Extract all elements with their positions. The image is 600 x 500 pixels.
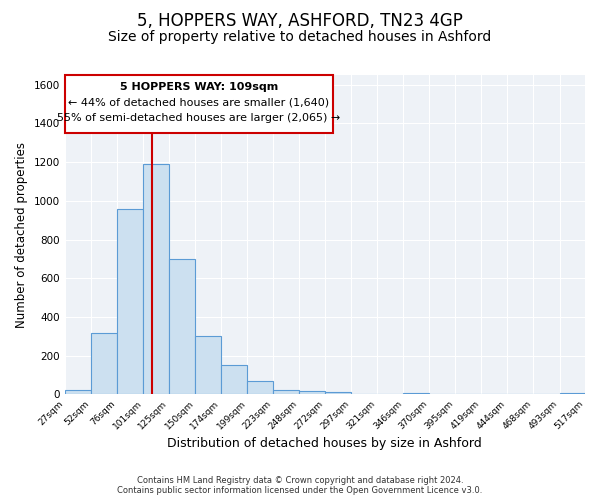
Bar — [169, 259, 195, 394]
Y-axis label: Number of detached properties: Number of detached properties — [15, 142, 28, 328]
Bar — [117, 208, 143, 394]
FancyBboxPatch shape — [65, 75, 334, 133]
Bar — [65, 390, 91, 394]
Bar — [221, 366, 247, 394]
Text: Contains HM Land Registry data © Crown copyright and database right 2024.: Contains HM Land Registry data © Crown c… — [137, 476, 463, 485]
Bar — [143, 164, 169, 394]
Text: ← 44% of detached houses are smaller (1,640): ← 44% of detached houses are smaller (1,… — [68, 97, 329, 107]
Bar — [299, 390, 325, 394]
Text: Contains public sector information licensed under the Open Government Licence v3: Contains public sector information licen… — [118, 486, 482, 495]
Bar — [273, 390, 299, 394]
Bar — [325, 392, 352, 394]
Bar — [403, 392, 429, 394]
Text: 5 HOPPERS WAY: 109sqm: 5 HOPPERS WAY: 109sqm — [120, 82, 278, 92]
Text: 5, HOPPERS WAY, ASHFORD, TN23 4GP: 5, HOPPERS WAY, ASHFORD, TN23 4GP — [137, 12, 463, 30]
Text: Size of property relative to detached houses in Ashford: Size of property relative to detached ho… — [109, 30, 491, 44]
Bar — [91, 332, 117, 394]
Bar — [247, 381, 273, 394]
Bar — [560, 392, 585, 394]
Bar — [195, 336, 221, 394]
X-axis label: Distribution of detached houses by size in Ashford: Distribution of detached houses by size … — [167, 437, 482, 450]
Text: 55% of semi-detached houses are larger (2,065) →: 55% of semi-detached houses are larger (… — [58, 112, 341, 122]
